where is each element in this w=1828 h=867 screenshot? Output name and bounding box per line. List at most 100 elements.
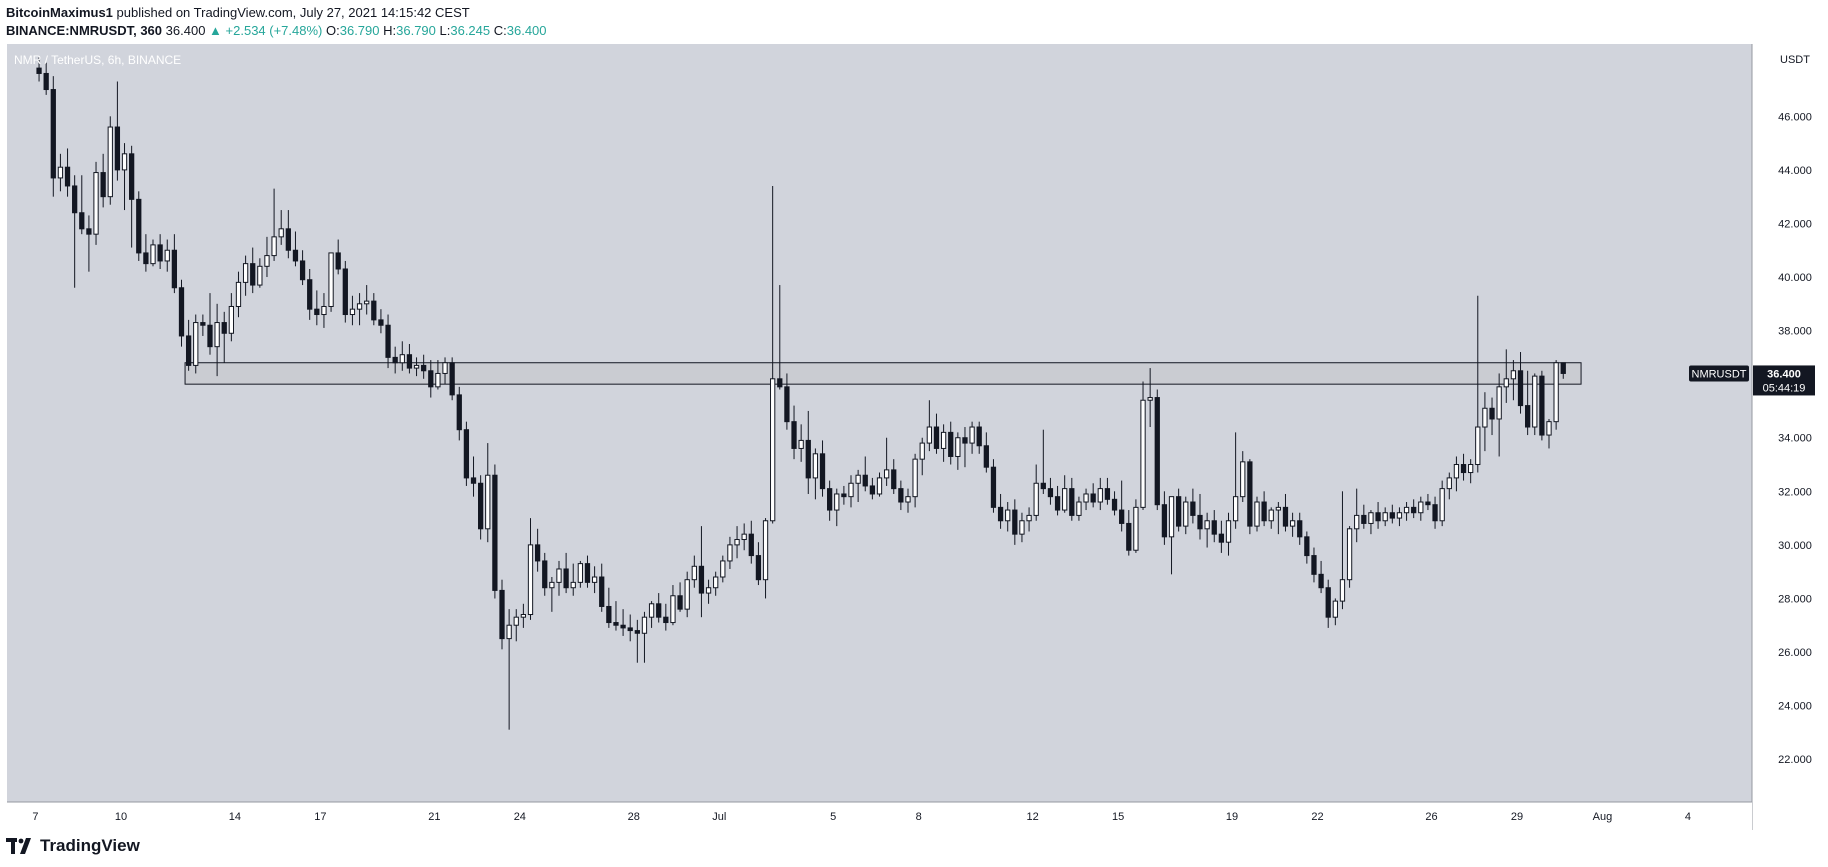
- candle-body: [584, 563, 591, 583]
- x-tick-label: 15: [1112, 811, 1124, 823]
- price-axis[interactable]: [1752, 44, 1820, 802]
- candle: [1553, 360, 1559, 430]
- candle: [677, 582, 683, 612]
- candle-body: [1261, 501, 1267, 522]
- y-tick-label: 38.000: [1778, 326, 1812, 338]
- candle-body: [962, 437, 968, 444]
- candle: [955, 432, 961, 470]
- time-axis[interactable]: [7, 802, 1752, 830]
- candle: [990, 459, 997, 513]
- candle: [1168, 496, 1175, 575]
- candle-body: [214, 322, 220, 348]
- candle-body: [606, 605, 612, 624]
- candle: [449, 357, 455, 401]
- candle-body: [848, 482, 854, 498]
- candle: [129, 145, 135, 248]
- candle-body: [1432, 504, 1438, 522]
- candle-body: [1225, 520, 1232, 543]
- candle: [534, 528, 541, 572]
- candle-body: [307, 279, 313, 310]
- candle: [1375, 502, 1381, 529]
- candle-body: [627, 627, 633, 632]
- candle-body: [883, 469, 890, 479]
- candle-countdown: 05:44:19: [1763, 382, 1806, 394]
- candle-body: [1168, 496, 1175, 538]
- candle: [1361, 504, 1367, 529]
- brand-name[interactable]: TradingView: [40, 836, 140, 855]
- candle-body: [93, 172, 99, 235]
- candle-body: [641, 616, 648, 634]
- candle: [64, 148, 71, 197]
- candle: [193, 314, 199, 374]
- x-tick-label: 10: [115, 811, 127, 823]
- candle-body: [1026, 514, 1032, 522]
- candle: [891, 459, 897, 494]
- y-tick-label: 40.000: [1778, 272, 1812, 284]
- candle: [321, 293, 327, 328]
- candle-body: [727, 544, 733, 562]
- candle: [527, 518, 534, 620]
- candle: [314, 290, 320, 326]
- candle-body: [428, 370, 434, 388]
- candle-body: [556, 568, 562, 583]
- candle: [563, 552, 569, 594]
- candle: [107, 116, 113, 205]
- candle-body: [1005, 509, 1011, 522]
- candle-body: [178, 287, 185, 337]
- candle-body: [1339, 579, 1346, 602]
- plot-area[interactable]: [7, 44, 1752, 802]
- candle: [470, 456, 477, 497]
- candle: [342, 260, 348, 323]
- candle: [591, 566, 598, 594]
- candle-body: [36, 67, 42, 74]
- candle: [93, 161, 99, 245]
- candle-body: [620, 624, 626, 629]
- symbol-label-box: [1689, 365, 1749, 382]
- support-zone: [184, 362, 1582, 385]
- candle: [1119, 480, 1125, 532]
- candle-body: [1475, 426, 1481, 466]
- candle: [1304, 531, 1310, 564]
- tradingview-logo-icon[interactable]: [6, 838, 34, 854]
- candle: [1325, 579, 1331, 628]
- candle: [171, 234, 178, 294]
- x-tick-label: 17: [314, 811, 326, 823]
- candle-body: [349, 308, 356, 316]
- candle: [164, 239, 170, 272]
- candle-body: [805, 439, 811, 479]
- candle: [1311, 547, 1317, 583]
- candle: [1197, 493, 1203, 540]
- candle: [1040, 429, 1046, 494]
- candle-body: [1517, 370, 1524, 407]
- candle: [691, 555, 697, 588]
- candle: [777, 285, 783, 390]
- candle: [620, 609, 626, 636]
- candle-body: [1539, 375, 1545, 436]
- symbol-label: NMRUSDT: [1692, 368, 1747, 380]
- candle-body: [1368, 512, 1374, 524]
- candle: [435, 360, 441, 390]
- candle: [1076, 496, 1082, 521]
- y-tick-label: 26.000: [1778, 647, 1812, 659]
- candle: [606, 587, 612, 628]
- candle-body: [200, 322, 206, 326]
- candle: [349, 295, 356, 326]
- candle: [1560, 362, 1566, 379]
- candle: [1033, 464, 1039, 521]
- x-tick-label: 8: [916, 811, 922, 823]
- candle: [670, 585, 676, 626]
- candle-body: [1289, 520, 1296, 527]
- candle-body: [392, 356, 398, 364]
- candle-body: [876, 477, 883, 495]
- candle-body: [827, 488, 833, 511]
- author-name[interactable]: BitcoinMaximus1: [6, 5, 113, 20]
- candle: [328, 252, 334, 312]
- candle-body: [898, 488, 904, 503]
- open-label: O:: [326, 23, 340, 38]
- currency-label: USDT: [1780, 54, 1810, 66]
- candle-body: [1546, 421, 1552, 436]
- candle-body: [86, 228, 92, 235]
- candle-body: [705, 587, 712, 594]
- candle: [1368, 510, 1374, 535]
